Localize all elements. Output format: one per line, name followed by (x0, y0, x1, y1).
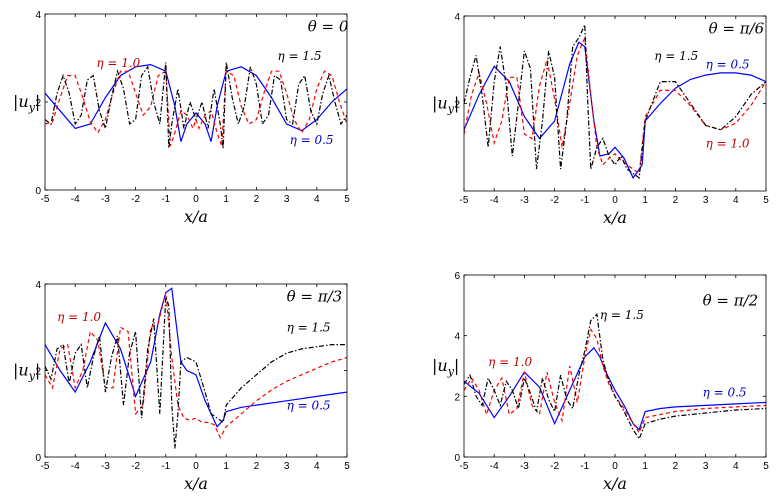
x-tick-label: 4 (314, 194, 320, 205)
series-annotation: η = 1.0 (57, 310, 101, 324)
x-axis-label: x/a (603, 474, 627, 493)
x-tick-label: -2 (550, 195, 559, 206)
x-tick-label: 3 (284, 461, 290, 472)
y-axis-label: |uy| (13, 92, 40, 114)
y-tick-label: 2 (35, 98, 41, 109)
series-line-1-0 (464, 328, 766, 434)
y-axis-label: |uy| (432, 356, 459, 378)
series-line-0-5 (45, 287, 347, 428)
x-tick-label: -3 (520, 195, 529, 206)
x-tick-label: 0 (193, 194, 199, 205)
x-tick-label: -2 (550, 461, 559, 472)
x-tick-label: -4 (71, 461, 80, 472)
x-tick-label: 4 (733, 461, 739, 472)
y-tick-label: 4 (35, 280, 41, 291)
plot-frame (44, 13, 348, 191)
x-tick-label: -4 (490, 461, 499, 472)
x-tick-label: -1 (580, 461, 589, 472)
x-tick-label: 2 (254, 194, 260, 205)
x-tick-label: 1 (642, 195, 648, 206)
x-tick-label: 1 (223, 194, 229, 205)
x-tick-label: 2 (254, 461, 260, 472)
chart-title: θ = 0 (308, 18, 349, 36)
series-line-1-0 (45, 70, 347, 147)
series-annotation: η = 1.0 (706, 136, 750, 150)
series-annotation: η = 1.5 (278, 49, 322, 63)
x-tick-label: -3 (101, 194, 110, 205)
chart-panel-2: -5 -4 -3 -2 -1 0 1 2 3 4 5 2 4 x/a |uy| η = 1.5 η = 0.5 η… (432, 12, 769, 227)
x-tick-label: 5 (344, 461, 350, 472)
y-tick-label: 0 (454, 453, 460, 464)
y-tick-label: 4 (454, 12, 460, 23)
x-tick-label: 4 (733, 195, 739, 206)
series-annotation: η = 0.5 (703, 385, 747, 399)
y-tick-label: 6 (454, 271, 460, 282)
x-tick-label: -2 (131, 194, 140, 205)
x-tick-label: -4 (490, 195, 499, 206)
x-tick-label: 2 (673, 461, 679, 472)
y-tick-label: 4 (454, 332, 460, 343)
x-tick-label: -5 (460, 195, 469, 206)
series-annotation: η = 1.0 (96, 56, 140, 70)
x-tick-label: 3 (284, 194, 290, 205)
x-tick-label: 4 (314, 461, 320, 472)
x-tick-label: -1 (161, 461, 170, 472)
y-axis-label: |uy| (13, 361, 40, 383)
x-tick-label: -5 (41, 461, 50, 472)
x-tick-label: 0 (612, 195, 618, 206)
x-tick-label: 0 (193, 461, 199, 472)
chart-title: θ = π/2 (703, 291, 759, 309)
y-axis-label: |uy| (432, 94, 459, 116)
series-annotation: η = 0.5 (706, 58, 750, 72)
x-tick-label: 1 (642, 461, 648, 472)
x-tick-label: -1 (161, 194, 170, 205)
x-tick-label: 5 (763, 461, 769, 472)
chart-panel-4: -5 -4 -3 -2 -1 0 1 2 3 4 5 0 2 4 6 x/a |uy| η = 1.5 η = 1.… (432, 271, 769, 493)
x-axis-label: x/a (603, 208, 627, 227)
x-tick-label: -3 (520, 461, 529, 472)
series-annotation: η = 1.0 (488, 355, 532, 369)
x-axis-label: x/a (184, 474, 208, 493)
series-line-1-5 (45, 62, 347, 149)
series-line-0-5 (464, 41, 766, 180)
y-tick-label: 4 (35, 10, 41, 21)
y-tick-label: 2 (454, 100, 460, 111)
x-tick-label: 3 (703, 195, 709, 206)
x-tick-label: -1 (580, 195, 589, 206)
x-tick-label: 5 (763, 195, 769, 206)
x-tick-label: -4 (71, 194, 80, 205)
chart-title: θ = π/6 (709, 20, 765, 38)
series-line-0-5 (45, 63, 347, 142)
x-tick-label: 2 (673, 195, 679, 206)
plot-frame (463, 15, 767, 192)
x-tick-label: 1 (223, 461, 229, 472)
y-tick-label: 0 (35, 186, 41, 197)
series-line-1-5 (45, 296, 347, 449)
y-tick-label: 2 (454, 392, 460, 403)
series-annotation: η = 0.5 (290, 133, 334, 147)
chart-panel-3: -5 -4 -3 -2 -1 0 1 2 3 4 5 0 2 4 x/a |uy| η = 1.0 η = 1.5… (13, 280, 350, 493)
series-annotation: η = 0.5 (287, 398, 331, 412)
chart-title: θ = π/3 (287, 287, 343, 305)
series-annotation: η = 1.5 (287, 321, 331, 335)
x-tick-label: -5 (460, 461, 469, 472)
series-line-1-5 (464, 313, 766, 441)
series-annotation: η = 1.5 (600, 308, 644, 322)
series-line-1-0 (464, 35, 766, 175)
x-axis-label: x/a (184, 207, 208, 226)
series-line-1-5 (464, 24, 766, 179)
y-tick-label: 0 (35, 453, 41, 464)
y-tick-label: 2 (35, 367, 41, 378)
x-tick-label: 5 (344, 194, 350, 205)
x-tick-label: 3 (703, 461, 709, 472)
series-annotation: η = 1.5 (654, 49, 698, 63)
x-tick-label: 0 (612, 461, 618, 472)
x-tick-label: -3 (101, 461, 110, 472)
x-tick-label: -2 (131, 461, 140, 472)
chart-panel-1: -5 -4 -3 -2 -1 0 1 2 3 4 5 0 2 4 x/a |uy| η = 1.0 η = 1.5… (13, 10, 350, 226)
x-tick-label: -5 (41, 194, 50, 205)
